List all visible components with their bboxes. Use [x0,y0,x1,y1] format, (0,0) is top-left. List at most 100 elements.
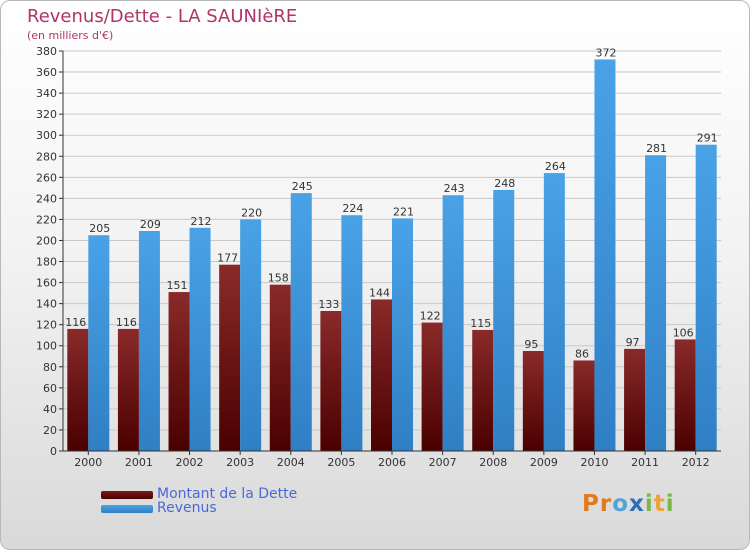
y-tick-label: 40 [43,403,57,416]
bar-dette [219,264,241,451]
legend-label-revenus: Revenus [157,500,217,516]
y-tick-label: 0 [50,445,57,458]
y-tick-label: 340 [36,87,57,100]
x-axis: 2000 2001 2002 2003 2004 2005 2006 2007 2008 2009… [63,450,721,469]
x-tick-label: 2004 [277,456,305,469]
bar-dette [320,311,342,451]
chart-subtitle: (en milliers d'€) [27,29,114,42]
bar-dette [421,322,443,451]
bar-revenus [695,144,717,451]
bars: 116 205 116 209 151 212 177 220 158 245 133 224 144 2… [65,46,718,452]
data-label-dette: 177 [217,252,238,265]
y-tick-label: 220 [36,213,57,226]
data-label-revenus: 209 [140,218,161,231]
bar-revenus [543,173,565,451]
data-label-dette: 151 [167,279,188,292]
bar-revenus [594,59,616,451]
y-tick-label: 120 [36,319,57,332]
chart-title: Revenus/Dette - LA SAUNIèRE [27,6,298,27]
y-tick-label: 60 [43,382,57,395]
x-tick-label: 2011 [631,456,659,469]
y-tick-label: 140 [36,298,57,311]
data-label-revenus: 281 [646,142,667,155]
data-label-revenus: 212 [191,215,212,228]
logo-letter: P [582,491,600,517]
y-tick-label: 180 [36,256,57,269]
bar-revenus [645,155,667,452]
data-label-revenus: 243 [444,182,465,195]
data-label-revenus: 264 [545,160,566,173]
x-tick-label: 2008 [479,456,507,469]
logo-letter: r [599,491,613,517]
legend-swatch-debt [101,491,153,499]
bar-revenus [88,235,110,451]
legend-label-debt: Montant de la Dette [157,486,298,502]
bar-dette [168,292,190,451]
bar-dette [573,360,595,451]
bar-revenus [189,227,211,451]
x-tick-label: 2002 [176,456,204,469]
x-tick-label: 2009 [530,456,558,469]
data-label-revenus: 205 [89,222,110,235]
bar-revenus [138,231,160,451]
bar-dette [269,284,291,451]
x-tick-label: 2007 [429,456,457,469]
data-label-dette: 97 [626,336,640,349]
bar-dette [522,351,544,451]
logo-letter: x [629,491,645,517]
bar-dette [117,328,139,451]
y-tick-label: 300 [36,129,57,142]
x-tick-label: 2001 [125,456,153,469]
data-label-revenus: 291 [697,132,718,145]
bar-revenus [493,189,515,451]
x-tick-label: 2003 [226,456,254,469]
legend-swatch-revenus [101,505,153,513]
x-tick-label: 2000 [74,456,102,469]
x-tick-label: 2005 [327,456,355,469]
y-tick-label: 260 [36,171,57,184]
data-label-dette: 116 [65,316,86,329]
data-label-dette: 133 [318,298,339,311]
y-tick-label: 20 [43,424,57,437]
bar-revenus [290,193,312,451]
x-tick-label: 2006 [378,456,406,469]
x-tick-label: 2010 [580,456,608,469]
bar-revenus [442,195,464,451]
logo-letter: i [644,491,654,517]
bar-dette [371,299,392,451]
bar-revenus [240,219,262,451]
logo-letter: o [612,491,630,517]
data-label-revenus: 372 [595,46,616,59]
bar-dette [67,328,89,451]
y-tick-label: 320 [36,108,57,121]
bar-dette [674,339,696,451]
data-label-revenus: 220 [241,206,262,219]
y-tick-label: 160 [36,277,57,290]
logo-letter: t [653,491,666,517]
data-label-dette: 122 [420,310,441,323]
x-tick-label: 2012 [682,456,710,469]
bar-revenus [341,215,363,451]
y-tick-label: 280 [36,150,57,163]
data-label-dette: 115 [470,317,491,330]
bar-revenus [392,218,413,451]
data-label-dette: 158 [268,272,289,285]
data-label-dette: 95 [524,338,538,351]
y-tick-label: 240 [36,192,57,205]
data-label-revenus: 224 [342,202,363,215]
logo-letter: i [665,491,675,517]
bar-dette [472,329,494,451]
y-tick-label: 80 [43,361,57,374]
data-label-dette: 116 [116,316,137,329]
y-tick-label: 360 [36,66,57,79]
proxiti-logo: Proxiti [582,491,675,517]
data-label-revenus: 248 [494,177,515,190]
data-label-revenus: 245 [292,180,313,193]
y-tick-label: 380 [36,45,57,58]
data-label-revenus: 221 [393,205,414,218]
data-label-dette: 106 [673,326,694,339]
y-tick-label: 200 [36,234,57,247]
data-label-dette: 86 [575,347,589,360]
